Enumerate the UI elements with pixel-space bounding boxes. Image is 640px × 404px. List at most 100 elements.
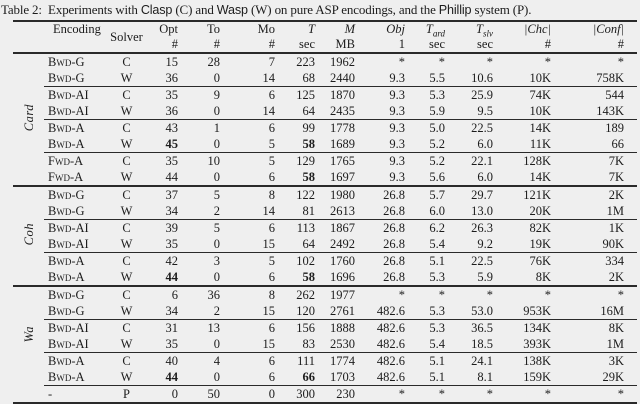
cell-tgrd: 5.7 (407, 185, 447, 203)
cell-tgrd: 5.1 (407, 352, 447, 369)
col-header-tslv: Tslv (447, 21, 495, 37)
cell-mo: 14 (262, 204, 276, 218)
cell-mo: 0 (222, 385, 277, 403)
cell-tslv: 24.1 (447, 352, 495, 369)
cell-chc: 10K (529, 104, 551, 118)
caption-phillip: Phillip (438, 3, 472, 17)
table-row: Wa Bwd-G C 6 36 8 262 1977 * * * * * (13, 285, 637, 386)
cell-m: 1703 (330, 370, 355, 384)
cell-chc: 76K (495, 252, 553, 269)
cell-conf: 8K (553, 319, 637, 336)
cell-conf: 1M (606, 337, 624, 351)
section-footer: - P 0 50 0 300 230 * * * * * (13, 385, 637, 403)
cell-obj: 9.3 (389, 170, 405, 184)
cell-tslv: 13.0 (471, 204, 493, 218)
table-row: Bwd-A W 45 0 5 58 1689 9.3 5.2 6.0 11K 66 (13, 136, 637, 153)
cell-to: 0 (213, 137, 220, 151)
table-row: Bwd-AI W 35 0 15 64 2492 26.8 5.4 9.2 19K 90K (13, 236, 637, 253)
col-header-encoding: Encoding (53, 22, 101, 36)
cell-to: 1 (180, 119, 222, 136)
cell-mo: 6 (222, 219, 277, 236)
cell-m: 1696 (330, 270, 355, 284)
cell-encoding: Bwd-A (48, 370, 85, 384)
cell-obj: 482.6 (357, 352, 407, 369)
col-header-choices: |Chc| (523, 22, 551, 36)
cell-chc: * (495, 285, 553, 303)
col-header-tslv-sub: slv (483, 28, 493, 37)
cell-obj: * (398, 55, 405, 69)
cell-t: 223 (296, 55, 315, 69)
cell-mo: 15 (262, 304, 276, 318)
cell-m: 2530 (330, 337, 355, 351)
caption-wasp: Wasp (216, 3, 248, 17)
cell-encoding: Bwd-G (48, 55, 85, 69)
cell-opt: 37 (145, 185, 180, 203)
cell-opt: 42 (145, 252, 180, 269)
group-label-card: Card (13, 53, 44, 186)
cell-m: 230 (317, 385, 357, 403)
cell-opt: 39 (145, 219, 180, 236)
cell-tgrd: * (438, 55, 445, 69)
cell-encoding: Bwd-A (48, 270, 85, 284)
cell-to: 4 (180, 352, 222, 369)
cell-tslv: 9.5 (477, 104, 493, 118)
cell-t: 102 (277, 252, 317, 269)
col-unit-choices: # (544, 37, 551, 51)
cell-tslv: 6.0 (477, 170, 493, 184)
col-header-conflicts: |Conf| (592, 22, 624, 36)
cell-tgrd: 5.5 (429, 71, 445, 85)
cell-to: 0 (213, 170, 220, 184)
cell-tslv: 22.5 (447, 252, 495, 269)
cell-m: 1774 (317, 352, 357, 369)
cell-encoding: - (44, 385, 110, 403)
cell-opt: 35 (145, 152, 180, 169)
cell-encoding: Bwd-AI (44, 219, 110, 236)
cell-to: 2 (213, 304, 220, 318)
cell-conf: 3K (553, 352, 637, 369)
cell-conf: * (553, 285, 637, 303)
col-header-tgrd-main: T (425, 22, 433, 36)
cell-tgrd: 5.1 (429, 370, 445, 384)
cell-t: 125 (277, 86, 317, 103)
cell-tgrd: 5.9 (429, 104, 445, 118)
cell-t: 120 (296, 304, 315, 318)
cell-t: 58 (302, 137, 316, 151)
cell-tgrd: 5.2 (429, 137, 445, 151)
cell-tgrd: * (407, 385, 447, 403)
cell-tgrd: 5.1 (407, 252, 447, 269)
cell-obj: * (357, 385, 407, 403)
table-row: Card Bwd-G C 15 28 7 223 1962 * * * * * (13, 53, 637, 131)
cell-conf: 2K (553, 185, 637, 203)
cell-tslv: 36.5 (447, 319, 495, 336)
cell-tslv: 10.6 (471, 71, 493, 85)
cell-opt: 45 (165, 137, 179, 151)
cell-chc: 74K (495, 86, 553, 103)
cell-encoding: Bwd-A (44, 119, 110, 136)
cell-encoding: Bwd-AI (48, 337, 89, 351)
cell-opt: 34 (165, 304, 179, 318)
cell-t: 300 (277, 385, 317, 403)
cell-t: 58 (302, 170, 316, 184)
cell-chc: * (495, 385, 553, 403)
header-row-2: # # # sec MB 1 sec sec # # (13, 37, 637, 53)
table-caption: Table 2: Experiments with Clasp (C) and … (0, 0, 640, 19)
cell-solver: W (120, 270, 133, 284)
cell-obj: 26.8 (357, 185, 407, 203)
cell-t: 83 (302, 337, 316, 351)
table-row: Bwd-A C 43 1 6 99 1778 9.3 5.0 22.5 14K 189 (13, 119, 637, 136)
cell-m: 1867 (317, 219, 357, 236)
cell-tslv: 5.9 (477, 270, 493, 284)
cell-opt: 35 (165, 237, 179, 251)
cell-to: 0 (213, 104, 220, 118)
cell-m: 1870 (317, 86, 357, 103)
table-row: Bwd-A W 44 0 6 58 1696 26.8 5.3 5.9 8K 2K (13, 269, 637, 286)
cell-solver: C (110, 285, 145, 303)
table-row: Bwd-G W 34 2 15 120 2761 482.6 5.3 53.0 953K 16M (13, 303, 637, 320)
group-label-wa: Wa (13, 285, 44, 386)
cell-conf: 1K (553, 219, 637, 236)
cell-obj: 26.8 (357, 219, 407, 236)
cell-to: 28 (207, 55, 221, 69)
cell-conf: 143K (596, 104, 624, 118)
cell-solver: C (122, 55, 131, 69)
